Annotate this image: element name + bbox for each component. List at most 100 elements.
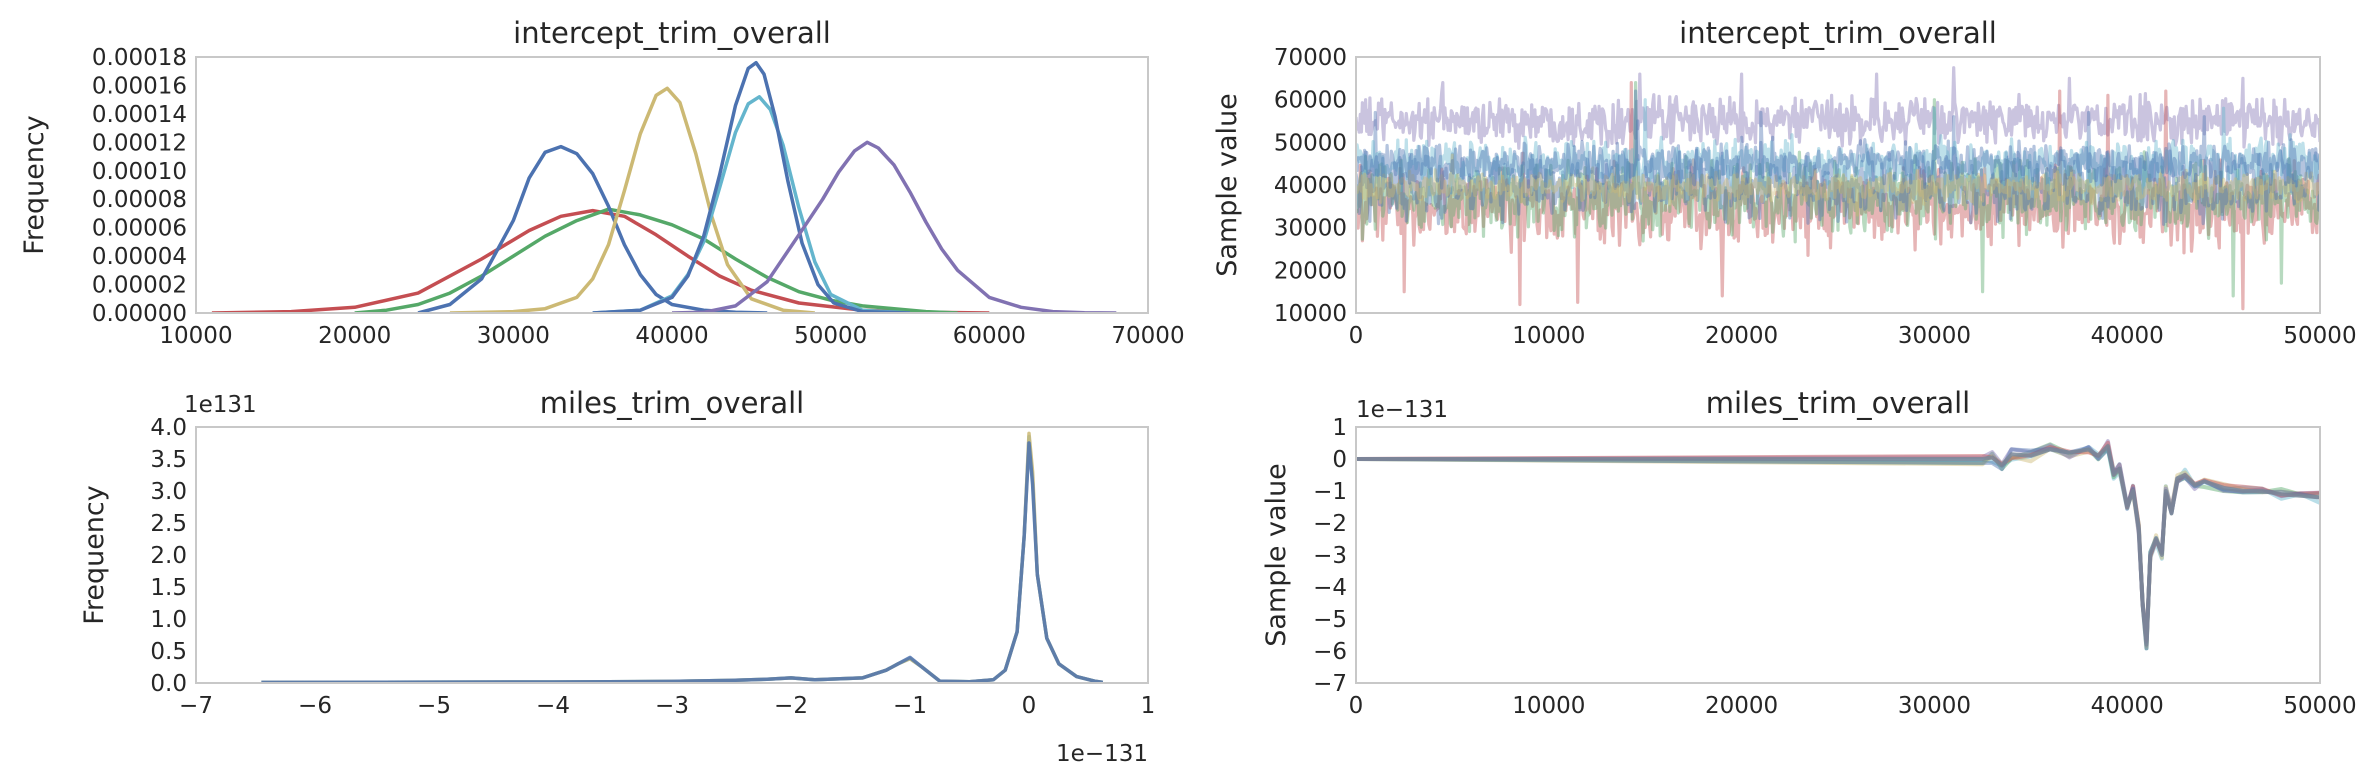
y-tick-label: 0.00014 — [92, 102, 187, 128]
x-tick-label: 10000 — [1512, 323, 1585, 349]
x-tick-label: −3 — [655, 693, 689, 719]
x-tick-label: −1 — [893, 693, 927, 719]
y-tick-label: 10000 — [1274, 301, 1347, 327]
y-tick-label: 3.0 — [150, 479, 187, 505]
x-offset-label: 1e−131 — [1056, 741, 1148, 767]
y-tick-label: 0.00010 — [92, 159, 187, 185]
y-tick-label: −4 — [1313, 575, 1347, 601]
y-tick-label: 0 — [1332, 447, 1347, 473]
trace-line-green — [1356, 80, 2320, 298]
y-tick-label: 20000 — [1274, 258, 1347, 284]
y-tick-label: 50000 — [1274, 130, 1347, 156]
trace-line-yellow — [1356, 153, 2320, 217]
y-tick-label: −6 — [1313, 639, 1347, 665]
x-tick-label: 0 — [1349, 323, 1364, 349]
x-tick-label: 40000 — [2091, 693, 2164, 719]
trace-line-mean — [1356, 444, 2320, 647]
panel-title: intercept_trim_overall — [513, 16, 831, 50]
x-tick-label: 30000 — [477, 323, 550, 349]
trace-line-yellow — [1356, 443, 2320, 649]
trace-line-cyan — [1356, 98, 2320, 195]
x-tick-label: −2 — [774, 693, 808, 719]
trace-line-purple — [1356, 66, 2320, 150]
x-tick-label: 40000 — [635, 323, 708, 349]
x-tick-label: 50000 — [2283, 693, 2356, 719]
x-tick-label: −6 — [298, 693, 332, 719]
y-tick-label: −7 — [1313, 671, 1347, 697]
y-tick-label: 0.00006 — [92, 216, 187, 242]
x-tick-label: 30000 — [1898, 693, 1971, 719]
y-tick-label: −2 — [1313, 511, 1347, 537]
trace-line-blue — [1356, 89, 2320, 226]
trace-line-purple — [1356, 439, 2320, 644]
x-tick-label: 1 — [1141, 693, 1156, 719]
trace-panel-intercept: intercept_trim_overall Sample value 0 100… — [1212, 16, 2357, 349]
y-tick-label: 0.00002 — [92, 273, 187, 299]
x-tick-label: 50000 — [2283, 323, 2356, 349]
panel-title: miles_trim_overall — [540, 386, 804, 420]
y-tick-label: 4.0 — [150, 415, 187, 441]
y-tick-label: −5 — [1313, 607, 1347, 633]
trace-line-red — [1356, 80, 2320, 311]
y-tick-label: 0.00016 — [92, 73, 187, 99]
y-tick-label: 1 — [1332, 415, 1347, 441]
x-tick-label: 40000 — [2091, 323, 2164, 349]
y-tick-label: 0.00012 — [92, 130, 187, 156]
y-axis-label: Sample value — [1261, 463, 1292, 647]
y-tick-label: 0.00018 — [92, 45, 187, 71]
y-tick-label: 0.00000 — [92, 301, 187, 327]
y-tick-label: 0.5 — [150, 639, 187, 665]
x-tick-label: 0 — [1349, 693, 1364, 719]
x-tick-label: 50000 — [794, 323, 867, 349]
series-line-green — [354, 207, 958, 313]
y-tick-label: 0.00004 — [92, 244, 187, 270]
y-tick-label: 70000 — [1274, 45, 1347, 71]
y-axis-label: Frequency — [19, 115, 50, 255]
series-line-purple — [671, 140, 1117, 313]
x-tick-label: 10000 — [159, 323, 232, 349]
x-tick-label: −7 — [179, 693, 213, 719]
x-tick-label: 70000 — [1111, 323, 1184, 349]
series-line-cyan — [261, 434, 1104, 683]
y-tick-label: 2.5 — [150, 511, 187, 537]
y-tick-label: 1.5 — [150, 575, 187, 601]
y-axis-label: Frequency — [79, 485, 110, 625]
x-tick-label: 60000 — [953, 323, 1026, 349]
plot-frame — [1355, 426, 2321, 684]
y-offset-label: 1e131 — [184, 392, 257, 418]
x-tick-label: 20000 — [1705, 693, 1778, 719]
series-line-yellow — [449, 86, 815, 313]
plot-frame — [195, 56, 1149, 314]
y-tick-label: 30000 — [1274, 216, 1347, 242]
series-line-blue — [417, 144, 768, 313]
panel-title: miles_trim_overall — [1706, 386, 1970, 420]
y-tick-label: 3.5 — [150, 447, 187, 473]
x-tick-label: 20000 — [1705, 323, 1778, 349]
trace-line-blue — [1356, 115, 2320, 190]
trace-panel-miles: miles_trim_overall Sample value 1e−131 0… — [1261, 386, 2357, 719]
x-tick-label: 30000 — [1898, 323, 1971, 349]
series-line-yellow — [261, 431, 1104, 683]
x-tick-label: 20000 — [318, 323, 391, 349]
trace-line-red — [1356, 440, 2320, 643]
series-line-red — [211, 208, 990, 313]
y-tick-label: −3 — [1313, 543, 1347, 569]
plot-frame — [195, 426, 1149, 684]
y-tick-label: 40000 — [1274, 173, 1347, 199]
series-line-blue — [592, 60, 911, 313]
y-offset-label: 1e−131 — [1356, 397, 1448, 423]
y-tick-label: 0.00008 — [92, 187, 187, 213]
x-tick-label: 0 — [1022, 693, 1037, 719]
y-tick-label: 1.0 — [150, 607, 187, 633]
x-tick-label: −5 — [417, 693, 451, 719]
panel-title: intercept_trim_overall — [1679, 16, 1997, 50]
density-panel-miles: miles_trim_overall Frequency 1e131 1e−13… — [79, 386, 1155, 767]
series-line-blue — [261, 441, 1104, 683]
x-tick-label: −4 — [536, 693, 570, 719]
y-tick-label: 60000 — [1274, 88, 1347, 114]
y-axis-label: Sample value — [1212, 93, 1243, 277]
density-panel-intercept: intercept_trim_overall Frequency 10000 20… — [19, 16, 1185, 349]
y-tick-label: −1 — [1313, 479, 1347, 505]
x-tick-label: 10000 — [1512, 693, 1585, 719]
